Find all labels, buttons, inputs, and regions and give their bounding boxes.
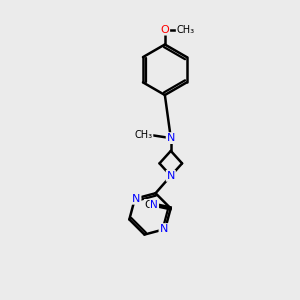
Text: N: N	[167, 133, 175, 143]
Text: O: O	[160, 25, 169, 34]
Text: C: C	[145, 200, 152, 210]
Text: N: N	[160, 224, 168, 234]
Text: CH₃: CH₃	[177, 25, 195, 34]
Text: N: N	[150, 200, 158, 210]
Text: CH₃: CH₃	[134, 130, 152, 140]
Text: N: N	[167, 171, 175, 181]
Text: N: N	[132, 194, 140, 204]
